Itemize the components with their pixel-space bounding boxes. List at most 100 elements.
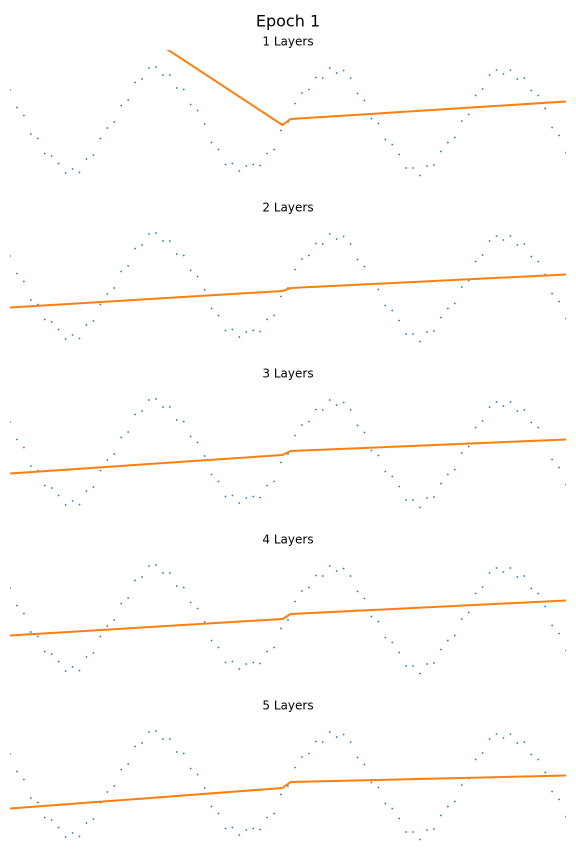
- data-point: [301, 756, 303, 758]
- data-point: [23, 114, 25, 117]
- data-point: [335, 72, 338, 74]
- data-point: [85, 158, 88, 160]
- panel-title: 4 Layers: [262, 533, 313, 547]
- data-point: [259, 496, 262, 499]
- data-point: [224, 827, 227, 830]
- data-point: [273, 812, 275, 815]
- data-point: [141, 410, 143, 412]
- data-point: [252, 495, 255, 498]
- data-point: [273, 314, 275, 317]
- data-point: [377, 122, 380, 125]
- data-point: [224, 163, 227, 166]
- data-point: [349, 77, 352, 79]
- data-point: [148, 565, 150, 567]
- data-point: [335, 238, 338, 240]
- data-point: [321, 77, 324, 79]
- data-point: [99, 469, 102, 472]
- data-point: [294, 268, 296, 271]
- data-point: [57, 494, 60, 497]
- data-point: [460, 784, 463, 786]
- data-point: [412, 831, 414, 833]
- fit-line: [10, 599, 566, 637]
- data-point: [43, 816, 46, 819]
- data-point: [273, 646, 275, 649]
- data-point: [509, 401, 512, 403]
- data-point: [64, 172, 67, 174]
- data-point: [182, 420, 185, 423]
- data-point: [280, 461, 282, 464]
- data-point: [231, 660, 234, 663]
- data-point: [148, 233, 150, 235]
- data-point: [113, 785, 116, 787]
- data-point: [440, 648, 442, 651]
- data-point: [238, 668, 241, 670]
- data-point: [405, 167, 408, 169]
- data-point: [335, 570, 338, 572]
- data-point: [342, 401, 345, 404]
- panel-title: 5 Layers: [262, 699, 313, 713]
- data-point: [10, 587, 11, 589]
- data-point: [530, 753, 533, 756]
- data-point: [85, 656, 88, 658]
- data-point: [398, 651, 401, 654]
- data-point: [238, 336, 241, 338]
- data-point: [64, 836, 67, 838]
- data-point: [294, 766, 296, 769]
- data-point: [495, 401, 498, 403]
- data-point: [342, 733, 345, 736]
- data-point: [481, 586, 484, 588]
- data-point: [440, 814, 442, 817]
- data-point: [349, 575, 352, 577]
- data-point: [168, 406, 171, 408]
- data-point: [398, 153, 401, 156]
- data-point: [141, 78, 143, 80]
- data-point: [307, 586, 310, 589]
- data-point: [565, 151, 566, 154]
- data-point: [64, 338, 67, 340]
- data-point: [370, 615, 373, 618]
- data-point: [405, 665, 408, 667]
- data-point: [134, 745, 137, 748]
- data-point: [544, 771, 547, 774]
- data-point: [530, 255, 533, 258]
- data-point: [349, 243, 352, 245]
- data-point: [10, 753, 11, 755]
- data-point: [509, 69, 512, 71]
- data-point: [301, 590, 303, 592]
- data-point: [78, 337, 81, 340]
- plot-area: [10, 398, 566, 509]
- data-point: [446, 473, 449, 476]
- data-point: [523, 575, 526, 577]
- data-point: [120, 602, 123, 605]
- data-point: [342, 567, 345, 570]
- data-point: [412, 167, 414, 169]
- data-point: [349, 741, 352, 743]
- data-point: [16, 438, 18, 441]
- data-point: [301, 424, 303, 426]
- figure-title: Epoch 1: [256, 12, 320, 31]
- data-point: [182, 254, 185, 257]
- data-point: [453, 302, 456, 305]
- data-point: [168, 572, 171, 574]
- data-point: [71, 168, 74, 170]
- data-point: [231, 328, 234, 331]
- fit-line: [10, 273, 566, 309]
- data-point: [203, 787, 206, 789]
- data-point: [148, 67, 150, 69]
- data-point: [342, 69, 345, 72]
- data-point: [314, 740, 317, 743]
- data-point: [36, 801, 39, 804]
- data-point: [99, 635, 102, 638]
- data-point: [203, 455, 206, 457]
- data-point: [168, 74, 171, 76]
- data-point: [189, 601, 192, 604]
- data-point: [57, 162, 60, 165]
- data-point: [405, 333, 408, 335]
- data-point: [301, 92, 303, 94]
- data-point: [460, 452, 463, 454]
- data-point: [307, 254, 310, 257]
- data-point: [502, 571, 505, 573]
- data-point: [565, 649, 566, 652]
- data-point: [307, 420, 310, 423]
- data-point: [71, 334, 74, 336]
